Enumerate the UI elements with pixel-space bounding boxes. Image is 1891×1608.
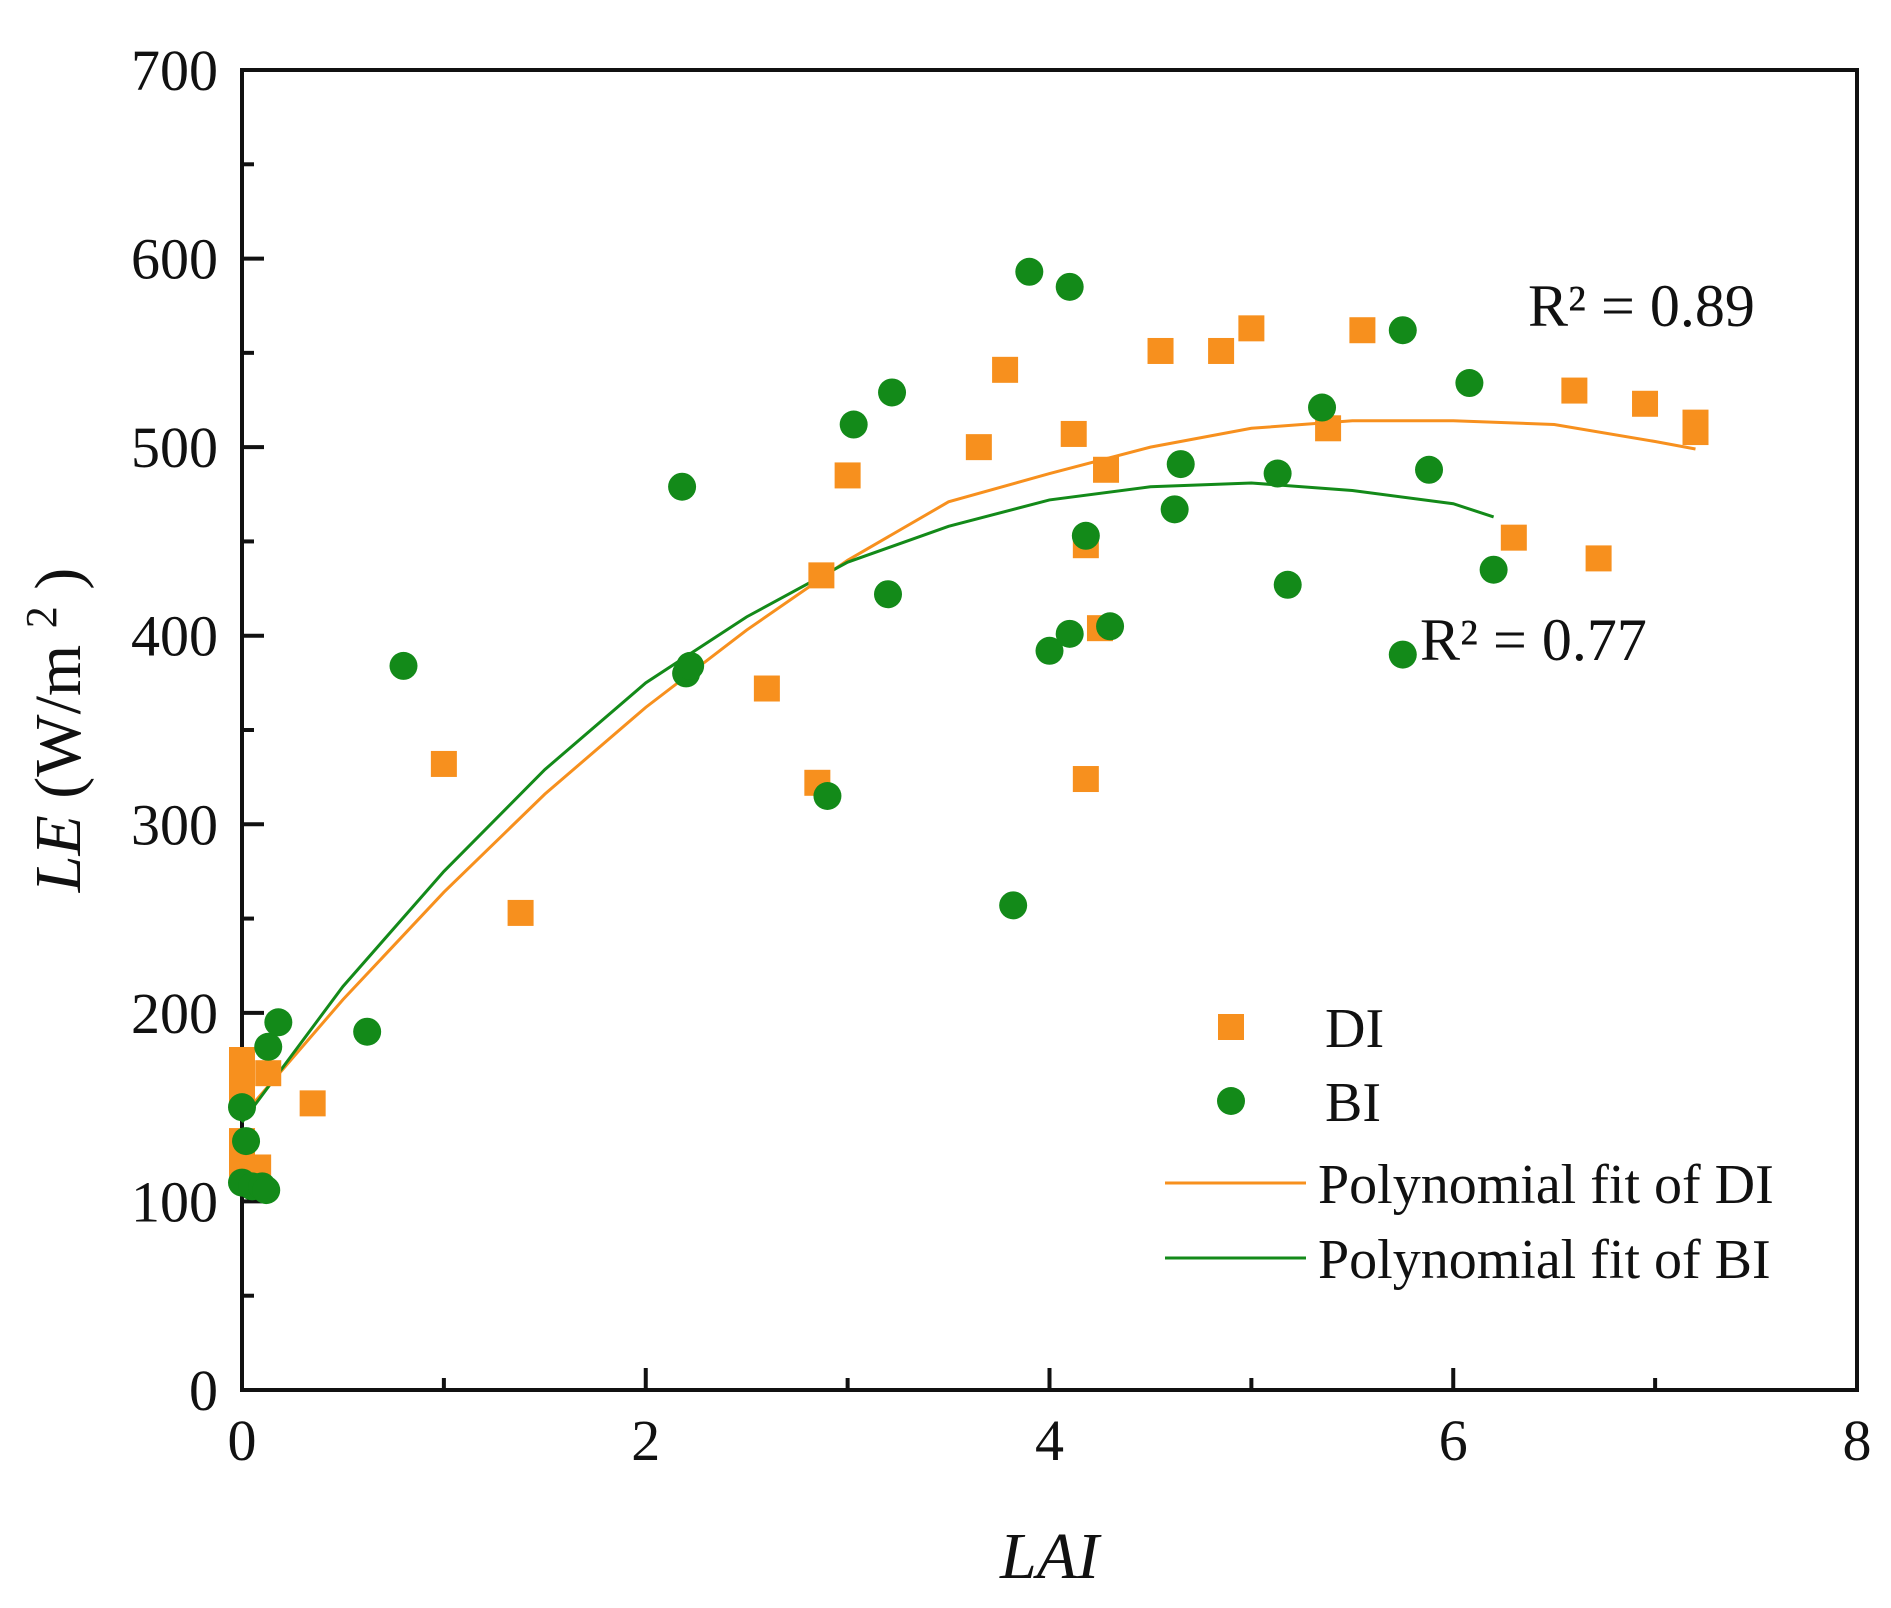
bi-data-point	[1455, 369, 1484, 398]
legend-label: DI	[1325, 998, 1384, 1060]
di-data-point	[1682, 419, 1709, 446]
bi-data-point	[232, 1127, 261, 1156]
y-tick-label: 200	[131, 981, 218, 1046]
x-axis-title: LAI	[999, 1520, 1102, 1593]
x-tick-label: 0	[228, 1408, 257, 1473]
bi-data-point	[228, 1093, 256, 1122]
y-axis-title: LE (W/m 2 )	[17, 568, 96, 893]
di-data-point	[1093, 456, 1120, 483]
legend-di-marker	[1218, 1014, 1244, 1040]
legend-label: Polynomial fit of BI	[1318, 1229, 1771, 1291]
bi-data-point	[1308, 393, 1337, 422]
bi-data-point	[264, 1008, 293, 1037]
bi-data-point	[1263, 459, 1292, 488]
di-data-point	[1060, 420, 1087, 447]
bi-data-point	[676, 651, 705, 680]
bi-data-point	[839, 410, 868, 439]
bi-data-point	[353, 1017, 382, 1046]
bi-data-point	[813, 782, 842, 810]
di-data-point	[299, 1090, 326, 1117]
di-data-point	[1632, 390, 1659, 417]
bi-data-point	[1479, 555, 1508, 584]
di-data-point	[1147, 337, 1174, 364]
di-data-point	[1585, 545, 1612, 572]
di-data-point	[1208, 337, 1235, 364]
y-tick-label: 500	[131, 415, 218, 480]
y-axis-title-unit-prefix: (W/m	[22, 645, 95, 799]
plot-layer: 0 2 4 6 8 0 100 200 300 400 500 600 700 R² = 0.89 R² =…	[131, 38, 1872, 1473]
bi-data-point	[999, 891, 1028, 920]
bi-data-point	[1015, 257, 1044, 286]
bi-data-point	[252, 1176, 281, 1205]
bi-data-point	[1166, 450, 1195, 479]
x-tick-label: 8	[1843, 1408, 1872, 1473]
bi-data-point	[254, 1032, 283, 1061]
legend-label: Polynomial fit of DI	[1318, 1154, 1774, 1216]
di-data-point	[808, 562, 835, 589]
bi-data-point	[1071, 521, 1100, 550]
bi-data-point	[1388, 316, 1417, 345]
bi-data-point	[878, 378, 907, 407]
di-data-point	[1500, 524, 1527, 551]
di-data-point	[1349, 317, 1376, 344]
di-data-point	[430, 750, 457, 777]
di-data-point	[255, 1060, 282, 1087]
legend-bi-marker	[1217, 1087, 1245, 1115]
x-tick-label: 2	[631, 1408, 660, 1473]
x-tick-label: 6	[1439, 1408, 1468, 1473]
bi-data-point	[1388, 640, 1417, 669]
bi-r2-label: R² = 0.77	[1420, 607, 1647, 673]
y-axis-title-unit-superscript: 2	[17, 606, 66, 628]
bi-data-point	[1055, 272, 1084, 301]
bi-data-point	[668, 472, 697, 501]
y-axis-title-quantity: LE	[22, 815, 95, 893]
y-tick-label: 400	[131, 604, 218, 669]
di-r2-label: R² = 0.89	[1528, 273, 1755, 339]
di-data-point	[507, 899, 534, 926]
x-tick-label: 4	[1035, 1408, 1064, 1473]
bi-data-point	[1055, 619, 1084, 648]
bi-data-point	[1415, 455, 1444, 484]
bi-data-point	[874, 580, 902, 609]
y-tick-label: 300	[131, 792, 218, 857]
di-fit-line	[240, 419, 1696, 1118]
bi-data-point	[1096, 612, 1125, 641]
y-tick-label: 600	[131, 227, 218, 292]
y-axis-title-unit-suffix: )	[22, 568, 95, 590]
legend-label: BI	[1325, 1072, 1381, 1134]
di-data-point	[965, 434, 992, 461]
di-data-point	[1238, 315, 1265, 342]
bi-data-point	[1160, 495, 1189, 524]
y-tick-label: 100	[131, 1169, 218, 1234]
di-data-point	[992, 356, 1019, 383]
bi-data-point	[1035, 636, 1064, 665]
bi-fit-line	[240, 481, 1495, 1124]
y-tick-label: 700	[131, 38, 218, 103]
di-data-point	[1072, 766, 1099, 793]
di-data-point	[834, 462, 861, 489]
di-data-point	[1561, 377, 1588, 404]
di-data-point	[753, 675, 780, 702]
axis-titles: LAI LE (W/m 2 )	[17, 568, 1103, 1593]
bi-data-point	[1273, 570, 1302, 599]
bi-data-point	[389, 651, 418, 680]
y-tick-label: 0	[189, 1358, 218, 1423]
